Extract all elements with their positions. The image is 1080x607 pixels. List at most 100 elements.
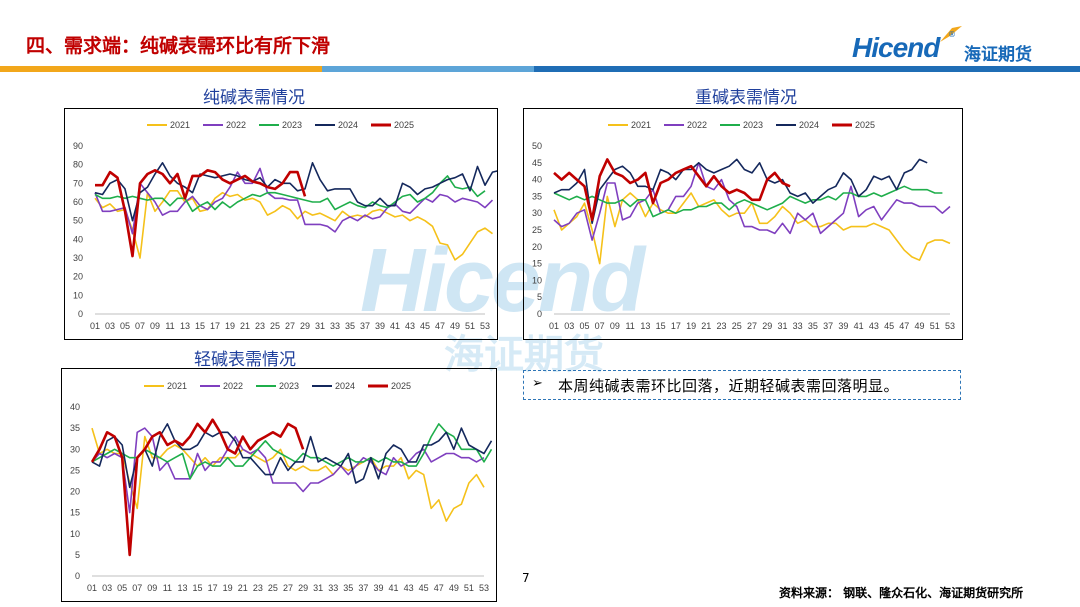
x-tick-label: 23 [255,321,265,331]
header-band-blue [534,66,1080,72]
x-tick-label: 35 [808,321,818,331]
x-tick-label: 45 [884,321,894,331]
y-tick-label: 45 [532,158,542,168]
page-number: 7 [522,571,530,585]
y-tick-label: 20 [532,242,542,252]
page-title: 四、需求端：纯碱表需环比有所下滑 [26,35,331,57]
x-tick-label: 39 [375,321,385,331]
header-band-lightblue [322,66,534,72]
y-tick-label: 10 [70,529,80,539]
x-tick-label: 51 [465,321,475,331]
x-tick-label: 43 [404,583,414,593]
x-tick-label: 25 [268,583,278,593]
x-tick-label: 15 [656,321,666,331]
x-tick-label: 01 [90,321,100,331]
x-tick-label: 37 [823,321,833,331]
x-tick-label: 05 [117,583,127,593]
x-tick-label: 07 [595,321,605,331]
x-tick-label: 53 [479,583,489,593]
x-tick-label: 19 [223,583,233,593]
x-tick-label: 17 [671,321,681,331]
x-tick-label: 51 [930,321,940,331]
x-tick-label: 37 [358,583,368,593]
legend-label-2023: 2023 [279,381,299,391]
y-tick-label: 30 [532,208,542,218]
y-tick-label: 60 [73,197,83,207]
hicend-logo: Hicend ® 海证期货 [852,26,1062,68]
legend-label-2022: 2022 [226,120,246,130]
series-line-2022 [94,167,494,235]
x-tick-label: 11 [625,321,634,331]
data-source: 资料来源： 钢联、隆众石化、海证期货研究所 [779,586,1024,600]
x-tick-label: 35 [343,583,353,593]
x-tick-label: 25 [270,321,280,331]
x-tick-label: 17 [210,321,220,331]
x-tick-label: 49 [449,583,459,593]
x-tick-label: 41 [389,583,399,593]
legend-label-2024: 2024 [335,381,355,391]
x-tick-label: 49 [450,321,460,331]
legend-label-2023: 2023 [743,120,763,130]
series-line-2025 [95,168,307,258]
series-line-2025 [90,418,305,557]
x-tick-label: 07 [135,321,145,331]
x-tick-label: 15 [195,321,205,331]
series-line-2021 [94,190,493,261]
y-tick-label: 20 [73,272,83,282]
x-tick-label: 31 [313,583,323,593]
x-tick-label: 21 [240,321,250,331]
series-line-2022 [91,427,485,514]
y-tick-label: 0 [537,309,542,319]
logo-registered-mark: ® [948,30,956,39]
logo-chinese-name: 海证期货 [964,45,1032,65]
series-line-2024 [553,158,928,225]
x-tick-label: 33 [793,321,803,331]
x-tick-label: 03 [105,321,115,331]
series-line-2023 [553,185,943,218]
x-tick-label: 45 [419,583,429,593]
x-tick-label: 13 [640,321,650,331]
x-tick-label: 29 [762,321,772,331]
legend-label-2023: 2023 [282,120,302,130]
x-tick-label: 39 [838,321,848,331]
legend-label-2024: 2024 [338,120,358,130]
x-tick-label: 19 [225,321,235,331]
x-tick-label: 53 [480,321,490,331]
arrow-bullet-icon: ➢ [532,376,543,391]
series-line-2021 [91,427,485,522]
chart-title-heavy: 重碱表需情况 [695,88,797,108]
x-tick-label: 11 [165,321,174,331]
x-tick-label: 31 [315,321,325,331]
x-tick-label: 03 [102,583,112,593]
summary-note-text: 本周纯碱表需环比回落，近期轻碱表需回落明显。 [558,377,900,395]
x-tick-label: 31 [777,321,787,331]
y-tick-label: 20 [70,487,80,497]
series-line-2023 [94,175,486,213]
x-tick-label: 27 [285,321,295,331]
x-tick-label: 09 [610,321,620,331]
x-tick-label: 19 [686,321,696,331]
legend-label-2021: 2021 [631,120,651,130]
x-tick-label: 05 [120,321,130,331]
series-line-2022 [553,161,951,241]
y-tick-label: 5 [537,292,542,302]
x-tick-label: 17 [208,583,218,593]
x-tick-label: 09 [147,583,157,593]
x-tick-label: 33 [328,583,338,593]
x-tick-label: 13 [177,583,187,593]
y-tick-label: 0 [75,571,80,581]
x-tick-label: 37 [360,321,370,331]
logo-swoosh-icon [940,26,962,42]
chart-heavy-demand: 0 5 10 15 20 25 30 35 40 45 50 01 03 05 07 09 11 13 15 17 19… [523,108,963,340]
chart-light-demand: 0 5 10 15 20 25 30 35 40 01 03 05 07 09 11 13 15 17 19 21 23… [61,368,497,602]
legend-label-2024: 2024 [799,120,819,130]
series-line-2025 [553,158,791,222]
y-tick-label: 35 [70,423,80,433]
x-tick-label: 15 [193,583,203,593]
x-tick-label: 41 [390,321,400,331]
logo-text: Hicend [852,32,940,63]
x-tick-label: 41 [854,321,864,331]
x-tick-label: 23 [253,583,263,593]
